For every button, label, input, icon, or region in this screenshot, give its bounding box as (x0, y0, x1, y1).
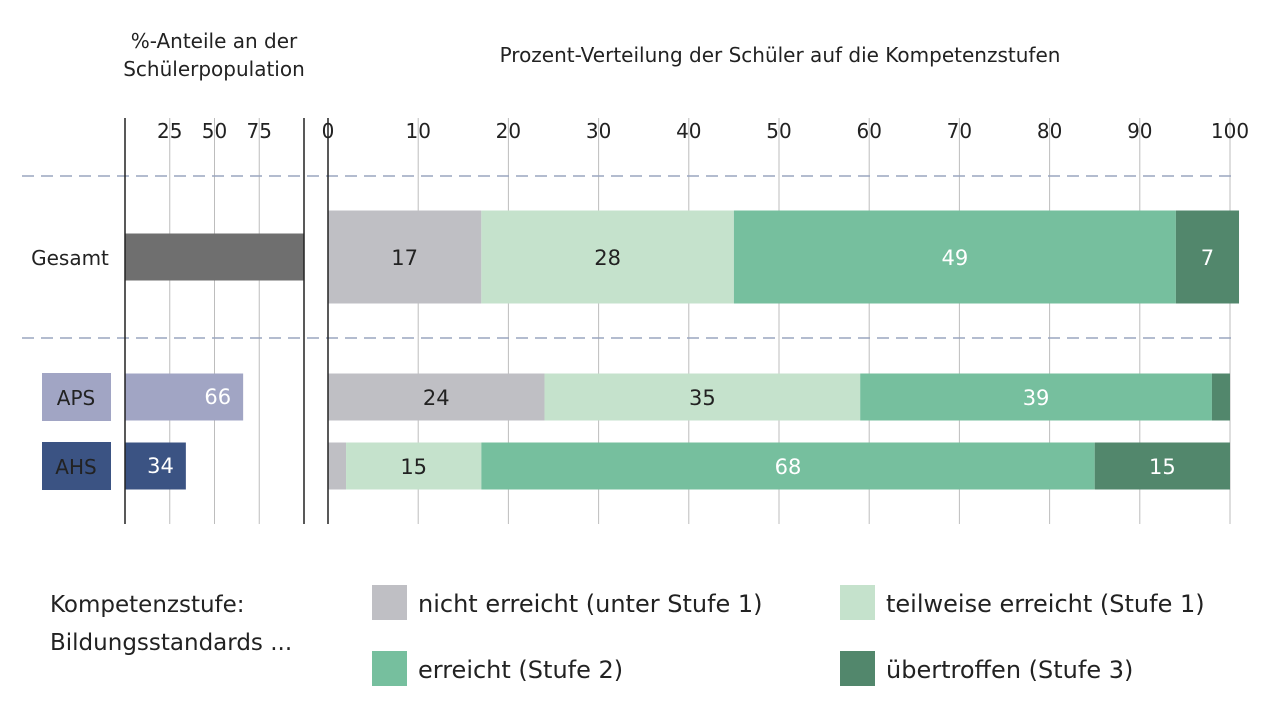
row-label-box (42, 373, 111, 421)
left-tick-label: 50 (202, 119, 227, 143)
legend-swatch (840, 585, 875, 620)
right-tick-label: 90 (1127, 119, 1152, 143)
left-bar-ahs (125, 442, 186, 490)
legend-label: übertroffen (Stufe 3) (886, 656, 1133, 684)
segment-value-label: 39 (1023, 386, 1050, 410)
legend-label: erreicht (Stufe 2) (418, 656, 623, 684)
left-chart-title-line: %-Anteile an der (131, 29, 298, 53)
stacked-bar-segment (328, 442, 347, 490)
segment-value-label: 7 (1201, 246, 1214, 270)
stacked-bar-segment (1094, 442, 1230, 490)
row-label-ahs: AHS (55, 455, 96, 479)
legend-swatch (372, 585, 407, 620)
left-tick-label: 25 (157, 119, 182, 143)
segment-value-label: 68 (775, 455, 802, 479)
left-bar-aps (125, 373, 244, 421)
right-tick-label: 50 (766, 119, 791, 143)
stacked-bar-segment (860, 373, 1212, 421)
legend-swatch (840, 651, 875, 686)
left-chart-title-line: Schülerpopulation (123, 57, 305, 81)
right-tick-label: 60 (856, 119, 881, 143)
segment-value-label: 15 (400, 455, 427, 479)
left-tick-label: 75 (247, 119, 272, 143)
segment-value-label: 15 (1149, 455, 1176, 479)
segment-value-label: 24 (423, 386, 450, 410)
left-bar-value-label: 66 (204, 385, 231, 409)
legend-label: teilweise erreicht (Stufe 1) (886, 590, 1205, 618)
stacked-bar-segment (1175, 210, 1240, 304)
left-bar-gesamt (125, 233, 304, 281)
segment-value-label: 35 (689, 386, 716, 410)
stacked-bar-segment (481, 210, 734, 304)
stacked-bar-segment (328, 373, 545, 421)
right-tick-label: 20 (496, 119, 521, 143)
right-tick-label: 10 (405, 119, 430, 143)
stacked-bar-segment (481, 442, 1095, 490)
right-chart-title: Prozent-Verteilung der Schüler auf die K… (500, 43, 1061, 67)
right-tick-label: 70 (947, 119, 972, 143)
segment-value-label: 17 (391, 246, 418, 270)
legend-heading-line: Kompetenzstufe: (50, 592, 245, 618)
legend-label: nicht erreicht (unter Stufe 1) (418, 590, 763, 618)
row-label-aps: APS (57, 386, 95, 410)
left-bar-value-label: 34 (147, 454, 174, 478)
segment-value-label: 28 (594, 246, 621, 270)
segment-value-label: 49 (942, 246, 969, 270)
stacked-bar-segment (1211, 373, 1230, 421)
right-tick-label: 80 (1037, 119, 1062, 143)
row-label-gesamt: Gesamt (31, 246, 109, 270)
row-label-box (42, 442, 111, 490)
right-tick-label: 30 (586, 119, 611, 143)
right-tick-label: 40 (676, 119, 701, 143)
stacked-bar-segment (733, 210, 1176, 304)
legend-heading-line: Bildungsstandards ... (50, 630, 292, 656)
stacked-bar-segment (544, 373, 861, 421)
stacked-bar-segment (328, 210, 482, 304)
legend-swatch (372, 651, 407, 686)
stacked-bar-segment (346, 442, 482, 490)
right-tick-label: 100 (1211, 119, 1249, 143)
